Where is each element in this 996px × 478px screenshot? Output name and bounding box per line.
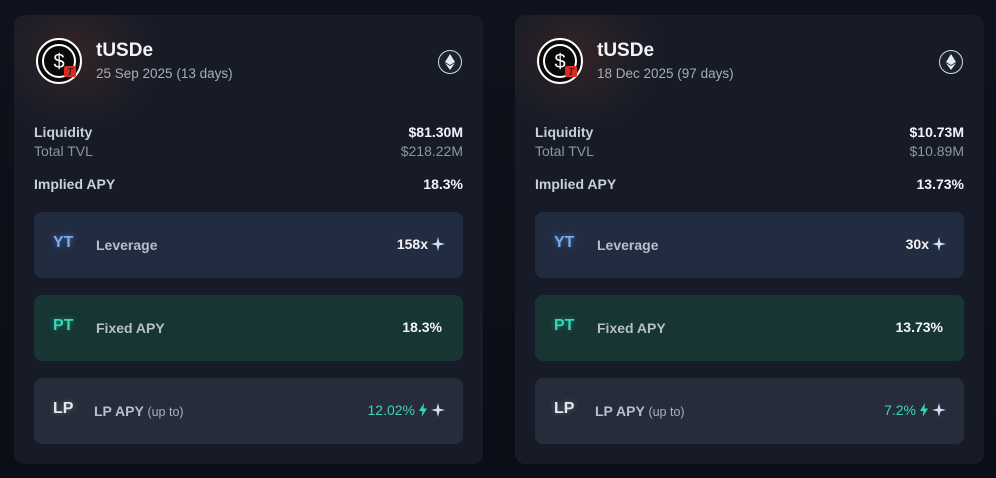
ethereum-icon[interactable] xyxy=(438,50,462,74)
yt-tag: YT xyxy=(554,234,575,251)
lightning-bolt-icon xyxy=(419,403,427,417)
liquidity-label: Liquidity xyxy=(34,124,93,140)
lp-apy-button[interactable]: LP LP APY (up to) 12.02% xyxy=(34,378,463,444)
tvl-value: $218.22M xyxy=(400,143,463,159)
yt-label: Leverage xyxy=(96,237,158,253)
yt-value: 158x xyxy=(396,236,428,252)
ethereum-icon[interactable] xyxy=(939,50,963,74)
market-card[interactable]: $ T tUSDe 18 Dec 2025 (97 days) Liquidit… xyxy=(515,15,984,464)
card-header: $ T tUSDe 18 Dec 2025 (97 days) xyxy=(537,38,963,84)
pt-value: 13.73% xyxy=(895,319,943,335)
lp-tag: LP xyxy=(554,400,575,417)
yt-value: 30x xyxy=(905,236,929,252)
token-name: tUSDe xyxy=(96,40,154,61)
tvl-label: Total TVL xyxy=(34,143,93,159)
pt-fixed-apy-button[interactable]: PT Fixed APY 13.73% xyxy=(535,295,964,361)
yt-leverage-button[interactable]: YT Leverage 30x xyxy=(535,212,964,278)
implied-apy-label: Implied APY xyxy=(535,176,617,192)
sparkle-icon xyxy=(431,237,445,251)
lightning-bolt-icon xyxy=(920,403,928,417)
market-card[interactable]: $ T tUSDe 25 Sep 2025 (13 days) Liquidit… xyxy=(14,15,483,464)
implied-apy-value: 13.73% xyxy=(916,176,964,192)
pt-tag: PT xyxy=(554,317,575,334)
lp-label: LP APY xyxy=(595,403,645,419)
sparkle-icon xyxy=(431,403,445,417)
maturity-date: 18 Dec 2025 (97 days) xyxy=(597,66,734,81)
implied-apy-value: 18.3% xyxy=(423,176,463,192)
liquidity-value: $81.30M xyxy=(408,124,463,140)
sparkle-icon xyxy=(932,237,946,251)
pt-label: Fixed APY xyxy=(597,320,666,336)
lp-label-group: LP APY (up to) xyxy=(94,403,184,419)
pt-fixed-apy-button[interactable]: PT Fixed APY 18.3% xyxy=(34,295,463,361)
maturity-date: 25 Sep 2025 (13 days) xyxy=(96,66,233,81)
pt-label: Fixed APY xyxy=(96,320,165,336)
svg-text:T: T xyxy=(67,67,74,78)
lp-label: LP APY xyxy=(94,403,144,419)
yt-value-group: 30x xyxy=(906,236,946,252)
lp-value: 12.02% xyxy=(367,402,415,418)
tusde-logo-icon: $ T xyxy=(537,38,583,84)
svg-text:$: $ xyxy=(554,51,565,73)
lp-tag: LP xyxy=(53,400,74,417)
lp-value: 7.2% xyxy=(884,402,916,418)
lp-value-group: 7.2% xyxy=(884,402,946,418)
tvl-value: $10.89M xyxy=(909,143,964,159)
yt-value-group: 158x xyxy=(397,236,445,252)
lp-apy-button[interactable]: LP LP APY (up to) 7.2% xyxy=(535,378,964,444)
lp-label-group: LP APY (up to) xyxy=(595,403,685,419)
pt-value: 18.3% xyxy=(402,319,442,335)
sparkle-icon xyxy=(932,403,946,417)
yt-tag: YT xyxy=(53,234,74,251)
lp-sublabel: (up to) xyxy=(147,405,184,419)
token-name: tUSDe xyxy=(597,40,655,61)
svg-text:T: T xyxy=(568,67,575,78)
lp-sublabel: (up to) xyxy=(648,405,685,419)
tusde-logo-icon: $ T xyxy=(36,38,82,84)
implied-apy-label: Implied APY xyxy=(34,176,116,192)
yt-label: Leverage xyxy=(597,237,659,253)
lp-value-group: 12.02% xyxy=(368,402,445,418)
tvl-label: Total TVL xyxy=(535,143,594,159)
liquidity-label: Liquidity xyxy=(535,124,594,140)
svg-text:$: $ xyxy=(53,51,64,73)
pt-tag: PT xyxy=(53,317,74,334)
card-header: $ T tUSDe 25 Sep 2025 (13 days) xyxy=(36,38,462,84)
liquidity-value: $10.73M xyxy=(909,124,964,140)
yt-leverage-button[interactable]: YT Leverage 158x xyxy=(34,212,463,278)
